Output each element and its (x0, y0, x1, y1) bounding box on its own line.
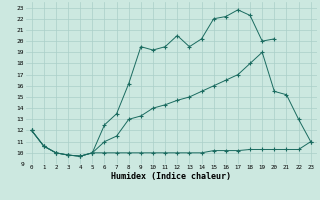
X-axis label: Humidex (Indice chaleur): Humidex (Indice chaleur) (111, 172, 231, 181)
